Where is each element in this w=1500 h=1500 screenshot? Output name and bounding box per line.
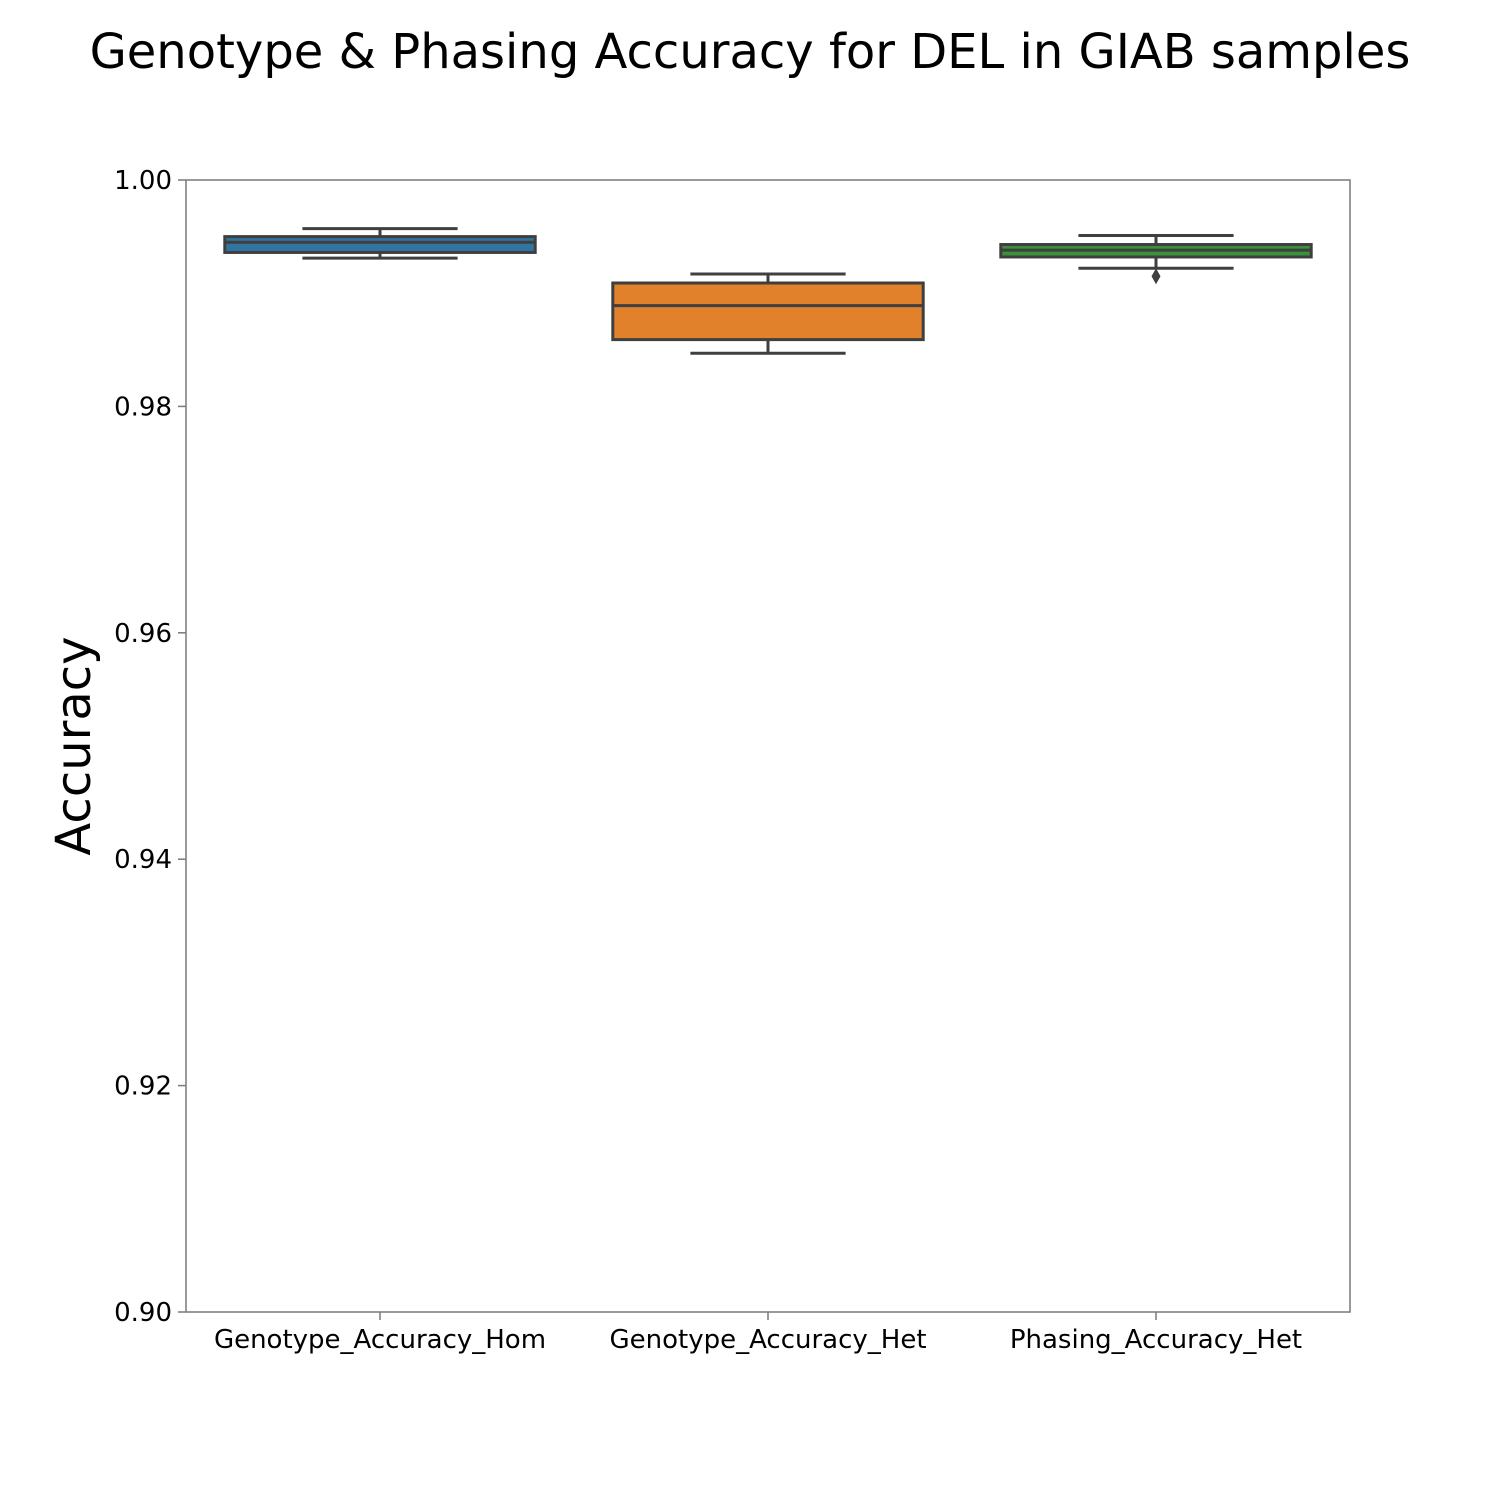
y-tick-label: 1.00 <box>114 166 172 196</box>
y-axis-label: Accuracy <box>46 636 102 855</box>
plot-area: 0.90 0.92 0.94 0.96 0.98 1.00 Genotype_Accurac… <box>114 166 1351 1355</box>
outlier-point <box>1151 268 1161 285</box>
y-tick-label: 0.92 <box>114 1072 172 1102</box>
box <box>223 235 537 254</box>
y-tick-label: 0.98 <box>114 392 172 422</box>
y-tick-label: 0.96 <box>114 619 172 649</box>
x-tick-label: Genotype_Accuracy_Hom <box>214 1325 546 1355</box>
y-tick-label: 0.94 <box>114 845 172 875</box>
x-tick-label: Phasing_Accuracy_Het <box>1010 1325 1302 1355</box>
x-tick-label: Genotype_Accuracy_Het <box>609 1325 926 1355</box>
box <box>611 281 925 342</box>
chart-title: Genotype & Phasing Accuracy for DEL in G… <box>90 24 1411 80</box>
y-tick-label: 0.90 <box>114 1298 172 1328</box>
